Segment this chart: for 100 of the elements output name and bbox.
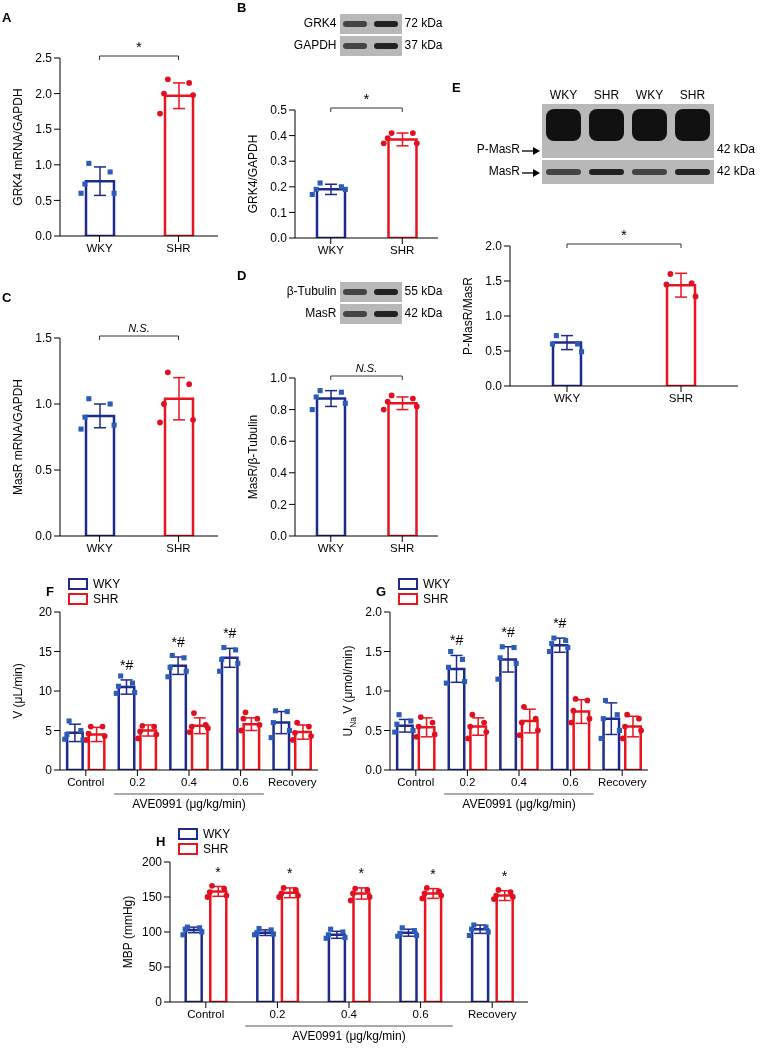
y-tick-label: 0.0 <box>270 529 288 544</box>
y-tick-label: 100 <box>141 925 163 940</box>
text: * <box>363 90 370 107</box>
x-tick-label: Recovery <box>467 1008 517 1021</box>
y-tick-label: 15 <box>38 644 53 659</box>
y-tick-label: 1.0 <box>35 397 53 412</box>
y-tick-label: 0.4 <box>270 128 288 143</box>
y-tick-label: 0.1 <box>270 205 288 220</box>
y-axis-title: P-MasR/MasR <box>461 276 476 356</box>
y-tick-label: 1.5 <box>365 644 383 659</box>
y-tick-label: 2.0 <box>485 239 503 254</box>
annotation: * <box>501 867 508 884</box>
category-label: SHR <box>593 88 620 102</box>
y-tick-label: 20 <box>38 605 53 620</box>
x-tick-label: Recovery <box>597 776 647 789</box>
y-tick-label: 0.0 <box>485 379 503 394</box>
chart-title: B <box>237 0 247 15</box>
bar <box>470 927 490 1002</box>
x-tick-label: SHR <box>390 542 415 555</box>
x-tick-label: 0.6 <box>412 1008 429 1021</box>
y-axis-title: V (μL/min) <box>11 663 26 719</box>
y-tick-label: 0.0 <box>270 231 288 246</box>
y-tick-label: 0 <box>155 995 163 1010</box>
bar <box>399 931 418 1002</box>
y-tick-label: 0.2 <box>270 180 288 195</box>
chart-title: D <box>237 268 247 283</box>
y-tick-label: 0.5 <box>270 103 288 118</box>
text: 37 kDa <box>404 38 443 52</box>
x-tick-label: SHR <box>166 542 191 555</box>
bar <box>242 722 261 770</box>
annotation: *# <box>449 632 464 649</box>
chart-title: F <box>46 584 54 599</box>
y-axis-title: GRK4/GAPDH <box>246 134 261 214</box>
x-tick-label: 0.4 <box>341 1008 358 1021</box>
y-tick-label: 0.5 <box>35 193 53 208</box>
annotation: *# <box>171 634 185 651</box>
y-tick-label: 5 <box>45 723 53 738</box>
chart-title: A <box>2 10 12 25</box>
text: 42 kDa <box>717 142 756 156</box>
x-tick-label: Control <box>397 776 435 789</box>
y-tick-label: 1.0 <box>35 158 53 173</box>
y-axis-title: MasR/β-Tubulin <box>246 414 261 500</box>
x-tick-label: SHR <box>390 244 415 257</box>
y-tick-label: 0.3 <box>270 154 288 169</box>
text: GAPDH <box>293 38 337 52</box>
y-tick-label: 1.5 <box>35 331 53 346</box>
text: N.S. <box>355 362 378 374</box>
x-tick-label: 0.2 <box>129 776 146 789</box>
y-tick-label: 0.8 <box>270 402 288 417</box>
chart-title: G <box>376 584 387 599</box>
x-tick-label: WKY <box>86 542 113 555</box>
text: * <box>136 38 143 55</box>
text: β-Tubulin <box>286 284 337 298</box>
text: GRK4 <box>303 16 337 30</box>
text: MasR <box>488 164 520 178</box>
bar <box>256 931 275 1002</box>
legend-label: SHR <box>203 841 229 856</box>
text: 42 kDa <box>717 164 756 178</box>
y-tick-label: 0.5 <box>485 344 503 359</box>
y-tick-label: 1.0 <box>485 309 503 324</box>
y-tick-label: 1.0 <box>270 371 288 386</box>
bar <box>184 928 203 1002</box>
y-tick-label: 0.0 <box>35 529 53 544</box>
chart-title: H <box>156 834 166 849</box>
category-label: WKY <box>635 88 664 102</box>
y-tick-label: 0 <box>45 763 53 778</box>
annotation: * <box>215 863 222 880</box>
annotation: * <box>430 865 437 882</box>
text: * <box>621 226 628 243</box>
annotation: * <box>286 864 293 881</box>
text: MasR <box>305 306 337 320</box>
legend-label: WKY <box>423 576 451 591</box>
x-tick-label: 0.4 <box>181 776 198 789</box>
text: 72 kDa <box>404 16 443 30</box>
legend-label: SHR <box>423 591 449 606</box>
legend-label: WKY <box>203 826 231 841</box>
x-tick-label: 0.6 <box>562 776 579 789</box>
y-tick-label: 2.0 <box>365 605 383 620</box>
y-tick-label: 10 <box>38 684 53 699</box>
chart-title: E <box>452 80 461 95</box>
chart-title: C <box>2 290 12 305</box>
x-tick-label: Recovery <box>267 776 317 789</box>
text: P-MasR <box>476 142 520 156</box>
y-tick-label: 50 <box>148 960 163 975</box>
x-tick-label: WKY <box>317 244 345 257</box>
y-tick-label: 2.5 <box>35 51 53 66</box>
x-tick-label: 0.2 <box>459 776 476 789</box>
y-tick-label: 0.0 <box>35 229 53 244</box>
x-tick-label: 0.6 <box>232 776 249 789</box>
y-tick-label: 1.5 <box>35 122 53 137</box>
legend-label: SHR <box>93 591 119 606</box>
bar <box>327 933 347 1002</box>
y-tick-label: 1.0 <box>365 684 383 699</box>
y-tick-label: 200 <box>141 855 163 870</box>
y-tick-label: 0.5 <box>365 723 383 738</box>
category-label: SHR <box>679 88 706 102</box>
y-axis-title: MBP (mmHg) <box>121 895 136 969</box>
y-tick-label: 0.4 <box>270 466 288 481</box>
annotation: *# <box>501 623 515 640</box>
y-axis-title: GRK4 mRNA/GAPDH <box>11 88 26 206</box>
